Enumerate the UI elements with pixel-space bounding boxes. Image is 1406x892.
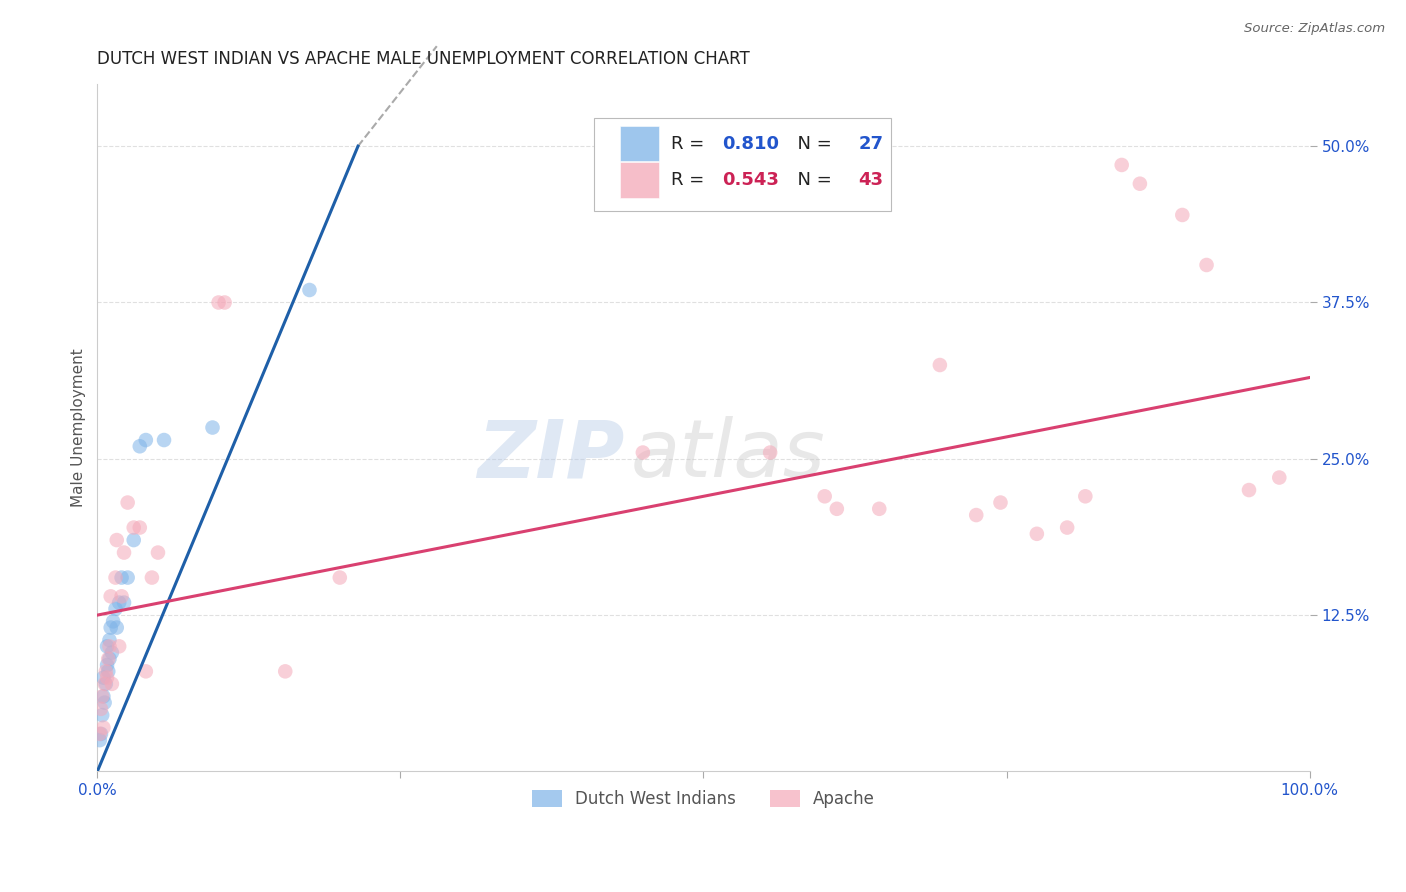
Point	[91, 708, 114, 723]
Point	[146, 545, 169, 559]
Point	[89, 727, 111, 741]
FancyBboxPatch shape	[620, 162, 658, 198]
Point	[631, 445, 654, 459]
Text: ZIP: ZIP	[477, 416, 624, 494]
Point	[100, 590, 122, 604]
Point	[825, 501, 848, 516]
Text: atlas: atlas	[631, 416, 825, 494]
Point	[117, 495, 139, 509]
Point	[1268, 470, 1291, 484]
Point	[110, 571, 132, 585]
Point	[97, 652, 120, 666]
Point	[110, 590, 132, 604]
Point	[89, 733, 111, 747]
Point	[135, 665, 157, 679]
Point	[274, 665, 297, 679]
Text: Source: ZipAtlas.com: Source: ZipAtlas.com	[1244, 22, 1385, 36]
Text: 0.543: 0.543	[721, 171, 779, 189]
Point	[965, 508, 987, 522]
Point	[108, 640, 131, 654]
Point	[100, 621, 122, 635]
Point	[101, 615, 124, 629]
Point	[94, 665, 117, 679]
Point	[128, 439, 150, 453]
Point	[96, 640, 118, 654]
Point	[207, 295, 229, 310]
Point	[96, 671, 118, 685]
Point	[1074, 489, 1097, 503]
Point	[101, 646, 124, 660]
Legend: Dutch West Indians, Apache: Dutch West Indians, Apache	[526, 783, 882, 814]
Point	[104, 602, 127, 616]
Y-axis label: Male Unemployment: Male Unemployment	[72, 348, 86, 507]
Point	[298, 283, 321, 297]
Point	[93, 677, 115, 691]
Point	[108, 596, 131, 610]
Point	[117, 571, 139, 585]
Point	[122, 520, 145, 534]
Point	[93, 671, 115, 685]
Point	[1111, 158, 1133, 172]
Point	[101, 677, 124, 691]
Point	[104, 571, 127, 585]
Point	[97, 665, 120, 679]
FancyBboxPatch shape	[620, 126, 658, 161]
Point	[759, 445, 782, 459]
Point	[928, 358, 950, 372]
Point	[122, 533, 145, 547]
Point	[329, 571, 352, 585]
Point	[90, 727, 112, 741]
Point	[201, 420, 224, 434]
Text: DUTCH WEST INDIAN VS APACHE MALE UNEMPLOYMENT CORRELATION CHART: DUTCH WEST INDIAN VS APACHE MALE UNEMPLO…	[97, 50, 751, 69]
Point	[93, 696, 115, 710]
Point	[141, 571, 163, 585]
Point	[868, 501, 890, 516]
Point	[1056, 520, 1078, 534]
Point	[990, 495, 1012, 509]
Point	[153, 433, 176, 447]
Point	[105, 621, 128, 635]
Point	[214, 295, 236, 310]
Point	[98, 633, 121, 648]
Point	[1025, 526, 1047, 541]
Point	[90, 702, 112, 716]
Point	[1171, 208, 1194, 222]
Text: 43: 43	[859, 171, 883, 189]
Text: 0.810: 0.810	[721, 135, 779, 153]
Point	[112, 545, 135, 559]
Point	[1195, 258, 1218, 272]
Point	[96, 658, 118, 673]
Point	[91, 690, 114, 704]
Point	[112, 596, 135, 610]
Point	[98, 640, 121, 654]
Point	[105, 533, 128, 547]
Point	[94, 677, 117, 691]
Text: 27: 27	[859, 135, 883, 153]
FancyBboxPatch shape	[595, 118, 891, 211]
Point	[98, 652, 121, 666]
Point	[1129, 177, 1152, 191]
Point	[93, 721, 115, 735]
Point	[93, 690, 115, 704]
Text: N =: N =	[786, 171, 838, 189]
Text: N =: N =	[786, 135, 838, 153]
Point	[135, 433, 157, 447]
Text: R =: R =	[671, 135, 710, 153]
Text: R =: R =	[671, 171, 710, 189]
Point	[128, 520, 150, 534]
Point	[814, 489, 837, 503]
Point	[1237, 483, 1260, 497]
